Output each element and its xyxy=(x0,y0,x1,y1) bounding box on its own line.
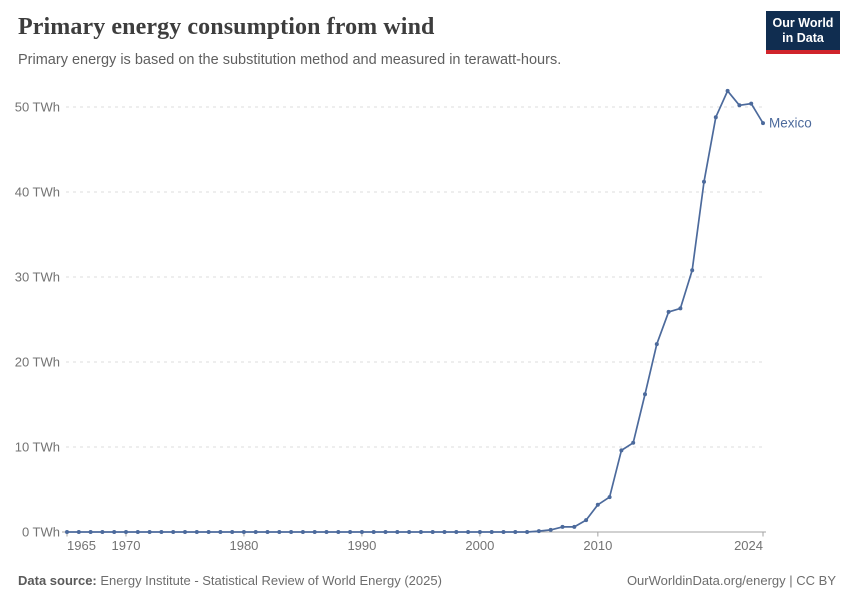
owid-logo[interactable]: Our World in Data xyxy=(766,11,840,54)
y-tick-label: 10 TWh xyxy=(15,440,60,455)
data-point xyxy=(312,530,317,534)
data-point xyxy=(489,530,494,534)
x-tick-label: 2010 xyxy=(583,538,612,553)
data-point xyxy=(536,529,541,534)
data-point xyxy=(300,530,305,534)
data-point xyxy=(253,530,258,534)
data-point xyxy=(324,530,329,534)
data-point xyxy=(147,530,152,534)
y-tick-label: 20 TWh xyxy=(15,355,60,370)
data-source: Data source: Energy Institute - Statisti… xyxy=(18,573,442,588)
data-point xyxy=(76,530,81,534)
page-title: Primary energy consumption from wind xyxy=(18,14,435,40)
data-point xyxy=(454,530,459,534)
data-point xyxy=(395,530,400,534)
data-point xyxy=(737,103,742,108)
data-point xyxy=(690,268,695,273)
data-point xyxy=(88,530,93,534)
data-source-text: Energy Institute - Statistical Review of… xyxy=(100,573,442,588)
data-point xyxy=(654,342,659,347)
y-tick-label: 40 TWh xyxy=(15,185,60,200)
data-point xyxy=(572,524,577,529)
data-point xyxy=(761,121,765,126)
data-point xyxy=(218,530,223,534)
data-point xyxy=(466,530,471,534)
data-point xyxy=(725,88,730,93)
data-point xyxy=(206,530,211,534)
data-point xyxy=(631,440,636,445)
x-tick-label: 2024 xyxy=(734,538,763,553)
x-tick-label: 1970 xyxy=(112,538,141,553)
data-point xyxy=(584,518,589,523)
owid-logo-line2: in Data xyxy=(782,30,824,45)
data-point xyxy=(100,530,105,534)
data-point xyxy=(713,115,718,120)
owid-license-link[interactable]: OurWorldinData.org/energy | CC BY xyxy=(626,573,836,588)
data-point xyxy=(595,502,600,507)
data-point xyxy=(749,101,754,106)
data-point xyxy=(607,495,612,500)
data-point xyxy=(501,530,506,534)
data-point xyxy=(418,530,423,534)
y-tick-label: 0 TWh xyxy=(22,525,60,540)
data-point xyxy=(359,530,364,534)
data-point xyxy=(289,530,294,534)
data-point xyxy=(194,530,199,534)
data-source-label: Data source: xyxy=(18,573,97,588)
data-point xyxy=(477,530,482,534)
data-point xyxy=(666,309,671,314)
data-point xyxy=(383,530,388,534)
data-point xyxy=(112,530,117,534)
data-point xyxy=(277,530,282,534)
data-point xyxy=(265,530,270,534)
y-tick-label: 30 TWh xyxy=(15,270,60,285)
data-point xyxy=(513,530,518,534)
chart-footer: Data source: Energy Institute - Statisti… xyxy=(18,573,836,588)
data-point xyxy=(407,530,412,534)
data-point xyxy=(702,179,706,184)
chart-subtitle: Primary energy is based on the substitut… xyxy=(18,52,562,68)
data-point xyxy=(65,530,69,534)
data-point xyxy=(442,530,447,534)
series-label-mexico[interactable]: Mexico xyxy=(769,116,812,131)
data-point xyxy=(678,306,683,311)
y-tick-label: 50 TWh xyxy=(15,100,60,115)
data-point xyxy=(183,530,187,534)
data-point xyxy=(241,530,246,534)
data-point xyxy=(560,524,565,529)
data-point xyxy=(336,530,341,534)
x-tick-label: 1980 xyxy=(229,538,258,553)
x-tick-label: 2000 xyxy=(465,538,494,553)
data-point xyxy=(348,530,353,534)
data-point xyxy=(171,530,176,534)
data-point xyxy=(548,527,553,532)
data-point xyxy=(124,530,128,534)
data-point xyxy=(371,530,376,534)
data-point xyxy=(135,530,140,534)
data-point xyxy=(430,530,435,534)
data-point xyxy=(159,530,164,534)
owid-logo-line1: Our World xyxy=(772,16,834,30)
x-tick-label: 1965 xyxy=(67,538,96,553)
x-tick-label: 1990 xyxy=(347,538,376,553)
data-point xyxy=(643,392,647,397)
data-point xyxy=(230,530,235,534)
data-point xyxy=(619,448,624,453)
data-line xyxy=(66,90,764,533)
data-point xyxy=(525,530,530,534)
